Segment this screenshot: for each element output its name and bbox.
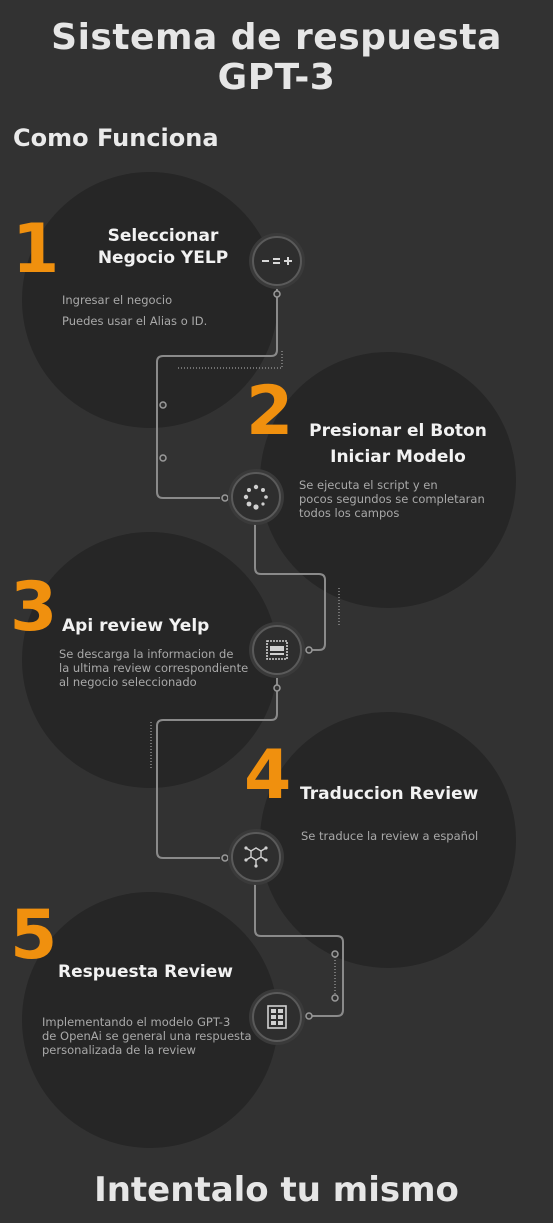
step-3-desc-line-2: la ultima review correspondiente <box>59 661 249 675</box>
step-1-title: Seleccionar Negocio YELP <box>70 225 256 269</box>
step-5-desc-line-3: personalizada de la review <box>42 1043 196 1057</box>
step-1-title-line-1: Seleccionar <box>107 226 219 246</box>
step-1-number: 1 <box>12 210 60 289</box>
footer-call-to-action: Intentalo tu mismo <box>94 1170 459 1210</box>
step-2-title-line-1: Presionar el Boton <box>309 421 487 441</box>
step-1-circle <box>22 172 278 428</box>
step-5-number: 5 <box>10 896 58 975</box>
step-4-description: Se traduce la review a español <box>301 829 478 843</box>
step-5-desc-line-2: de OpenAi se general una respuesta <box>42 1029 252 1043</box>
step-5-circle <box>22 892 278 1148</box>
step-3-circle <box>22 532 278 788</box>
step-2-desc-line-3: todos los campos <box>299 506 400 520</box>
grid-document-icon <box>252 992 302 1042</box>
step-5-title: Respuesta Review <box>58 962 233 982</box>
step-1-desc-line-1: Ingresar el negocio <box>62 293 173 307</box>
step-1-description: Ingresar el negocio Puedes usar el Alias… <box>62 290 207 332</box>
calculator-icon <box>252 236 302 286</box>
step-3-title: Api review Yelp <box>62 616 210 636</box>
step-4-number: 4 <box>244 736 292 815</box>
step-1-desc-line-2: Puedes usar el Alias o ID. <box>62 314 208 328</box>
step-2-title-line-2: Iniciar Modelo <box>330 447 466 467</box>
step-4-circle <box>260 712 516 968</box>
step-4-desc-line-1: Se traduce la review a español <box>301 829 479 843</box>
step-3-description: Se descarga la informacion de la ultima … <box>59 647 248 689</box>
step-2-description: Se ejecuta el script y en pocos segundos… <box>299 478 485 520</box>
step-4-title: Traduccion Review <box>300 784 479 804</box>
step-2-desc-line-1: Se ejecuta el script y en <box>299 478 438 492</box>
step-2-circle <box>260 352 516 608</box>
step-5-desc-line-1: Implementando el modelo GPT-3 <box>42 1015 231 1029</box>
step-1-title-line-2: Negocio YELP <box>97 248 229 268</box>
step-3-desc-line-3: al negocio seleccionado <box>59 675 197 689</box>
step-2-desc-line-2: pocos segundos se completaran <box>299 492 485 506</box>
title-line-1: Sistema de respuesta <box>51 17 502 58</box>
molecule-icon <box>231 832 281 882</box>
step-2-title: Presionar el Boton Iniciar Modelo <box>300 420 496 468</box>
loading-spinner-icon <box>231 472 281 522</box>
step-3-number: 3 <box>10 568 58 647</box>
api-chip-icon <box>252 625 302 675</box>
step-5-description: Implementando el modelo GPT-3 de OpenAi … <box>42 1015 252 1057</box>
step-2-number: 2 <box>246 372 294 451</box>
page-title: Sistema de respuesta GPT-3 <box>0 18 553 98</box>
step-3-desc-line-1: Se descarga la informacion de <box>59 647 234 661</box>
section-subtitle: Como Funciona <box>13 124 219 152</box>
title-line-2: GPT-3 <box>217 57 336 98</box>
